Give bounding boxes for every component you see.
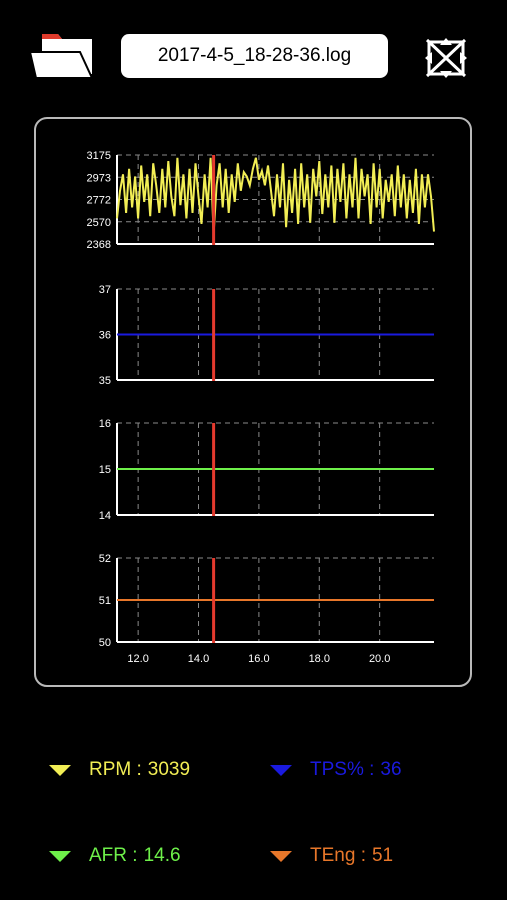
- legend-tps[interactable]: TPS% : 36: [270, 759, 402, 781]
- legend-rpm[interactable]: RPM : 3039: [49, 759, 190, 781]
- legend-teng-value: 51: [371, 845, 394, 866]
- legend-tps-value: 36: [380, 759, 402, 780]
- teng-marker-icon: [270, 850, 292, 862]
- open-file-button[interactable]: [28, 28, 94, 82]
- legend-tps-label: TPS% :: [310, 759, 375, 780]
- afr-marker-icon: [49, 850, 71, 862]
- y-tick-label: 14: [99, 510, 111, 522]
- y-tick-label: 2772: [87, 195, 111, 207]
- x-tick-label: 16.0: [248, 653, 269, 665]
- rpm-marker-icon: [49, 764, 71, 776]
- y-tick-label: 2368: [87, 239, 111, 251]
- legend-teng[interactable]: TEng : 51: [270, 845, 393, 867]
- y-tick-label: 50: [99, 637, 111, 649]
- x-tick-label: 18.0: [309, 653, 330, 665]
- legend-afr-value: 14.6: [143, 845, 181, 866]
- folder-icon: [28, 34, 94, 79]
- x-tick-label: 20.0: [369, 653, 390, 665]
- y-tick-label: 16: [99, 418, 111, 430]
- y-tick-label: 51: [99, 595, 111, 607]
- legend-rpm-label: RPM :: [89, 759, 142, 780]
- legend-afr-label: AFR :: [89, 845, 138, 866]
- y-tick-label: 2570: [87, 217, 111, 229]
- rpm-chart-series-line: [116, 157, 435, 234]
- chart-area[interactable]: 3175 2973 2772 2570 2368 37 36 35 16 15 14 52 51 50 12…: [34, 117, 472, 687]
- expand-arrows-icon: [425, 38, 467, 78]
- x-tick-label: 12.0: [127, 653, 148, 665]
- x-tick-label: 14.0: [188, 653, 209, 665]
- y-tick-label: 15: [99, 464, 111, 476]
- legend-afr[interactable]: AFR : 14.6: [49, 845, 181, 867]
- toolbar: 2017-4-5_18-28-36.log: [0, 0, 507, 110]
- y-tick-label: 2973: [87, 172, 111, 184]
- legend-teng-label: TEng :: [310, 845, 366, 866]
- expand-button[interactable]: [423, 36, 469, 80]
- y-tick-label: 3175: [87, 150, 111, 162]
- y-tick-label: 37: [99, 284, 111, 296]
- chart-panel: [34, 117, 472, 687]
- y-tick-label: 52: [99, 553, 111, 565]
- legend-rpm-value: 3039: [147, 759, 191, 780]
- log-file-name[interactable]: 2017-4-5_18-28-36.log: [121, 34, 388, 78]
- legend: RPM : 3039 TPS% : 36 AFR : 14.6 TEng : 5…: [0, 740, 507, 880]
- y-tick-label: 35: [99, 375, 111, 387]
- tps-marker-icon: [270, 764, 292, 776]
- y-tick-label: 36: [99, 330, 111, 342]
